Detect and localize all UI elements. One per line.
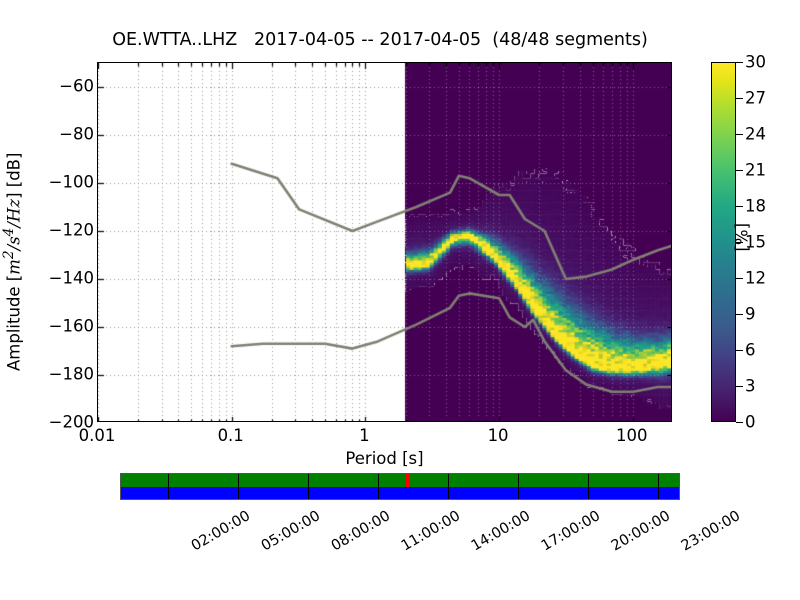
timeline-tick-label: 23:00:00 [678,508,743,555]
y-tick-label: −160 [48,316,94,336]
colorbar-tick-label: 30 [745,52,766,72]
x-tick-label: 1 [359,426,370,445]
timeline-tick [377,474,379,499]
colorbar-tick [736,134,743,135]
colorbar-tick [736,422,743,423]
timeline-tick-label: 20:00:00 [608,508,673,555]
timeline-tick-label: 11:00:00 [398,508,463,555]
timeline-tick-label: 14:00:00 [468,508,533,555]
x-tick-label: 0.1 [217,426,244,445]
timeline-tick-label: 08:00:00 [328,508,393,555]
timeline-tick [587,474,589,499]
plot-title: OE.WTTA..LHZ 2017-04-05 -- 2017-04-05 (4… [112,30,648,50]
timeline-gap-marker [406,474,411,487]
colorbar-tick-label: 24 [745,124,766,144]
ppsd-histogram-canvas [98,63,671,421]
colorbar-tick [736,206,743,207]
timeline-tick [657,474,659,499]
timeline-coverage-band [121,486,679,499]
colorbar-tick [736,170,743,171]
timeline-tick [517,474,519,499]
colorbar [711,62,736,422]
y-tick-label: −120 [48,220,94,240]
y-tick-label: −140 [48,268,94,288]
x-tick-label: 10 [487,426,509,445]
colorbar-tick-label: 18 [745,196,766,216]
colorbar-tick [736,386,743,387]
colorbar-tick [736,278,743,279]
colorbar-tick-label: 0 [745,412,756,432]
colorbar-tick-label: 12 [745,268,766,288]
y-tick-label: −180 [48,364,94,384]
y-tick-label: −60 [59,76,94,96]
x-tick-label: 0.01 [78,426,116,445]
colorbar-tick [736,242,743,243]
timeline-tick [237,474,239,499]
x-axis-title: Period [s] [345,449,424,468]
timeline-data-band [121,474,679,487]
y-tick-label: −200 [48,412,94,432]
y-tick-label: −100 [48,172,94,192]
colorbar-tick-label: 15 [745,232,766,252]
timeline-tick [167,474,169,499]
x-tick-label: 100 [616,426,648,445]
colorbar-tick-label: 27 [745,88,766,108]
colorbar-tick-label: 21 [745,160,766,180]
data-coverage-timeline[interactable] [120,473,680,500]
timeline-tick [307,474,309,499]
y-axis-title: Amplitude [m2/s4/Hz] [dB] [0,152,24,371]
colorbar-tick-label: 9 [745,304,756,324]
colorbar-tick [736,314,743,315]
colorbar-unit-label: [%] [732,222,752,252]
timeline-tick-label: 02:00:00 [188,508,253,555]
colorbar-tick [736,350,743,351]
y-tick-label: −80 [59,124,94,144]
colorbar-tick-label: 3 [745,376,756,396]
colorbar-tick-label: 6 [745,340,756,360]
ppsd-plot-area[interactable] [97,62,672,422]
timeline-tick-label: 17:00:00 [538,508,603,555]
colorbar-tick [736,98,743,99]
colorbar-tick [736,62,743,63]
timeline-tick-label: 05:00:00 [258,508,323,555]
timeline-tick [447,474,449,499]
